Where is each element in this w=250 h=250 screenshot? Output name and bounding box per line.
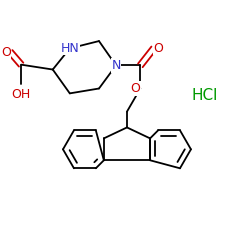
- Text: O: O: [153, 42, 163, 55]
- Text: HN: HN: [60, 42, 79, 55]
- Text: N: N: [111, 59, 121, 72]
- Text: OH: OH: [12, 88, 31, 101]
- Text: O: O: [1, 46, 11, 59]
- Text: O: O: [130, 82, 140, 95]
- Text: HCl: HCl: [192, 88, 218, 103]
